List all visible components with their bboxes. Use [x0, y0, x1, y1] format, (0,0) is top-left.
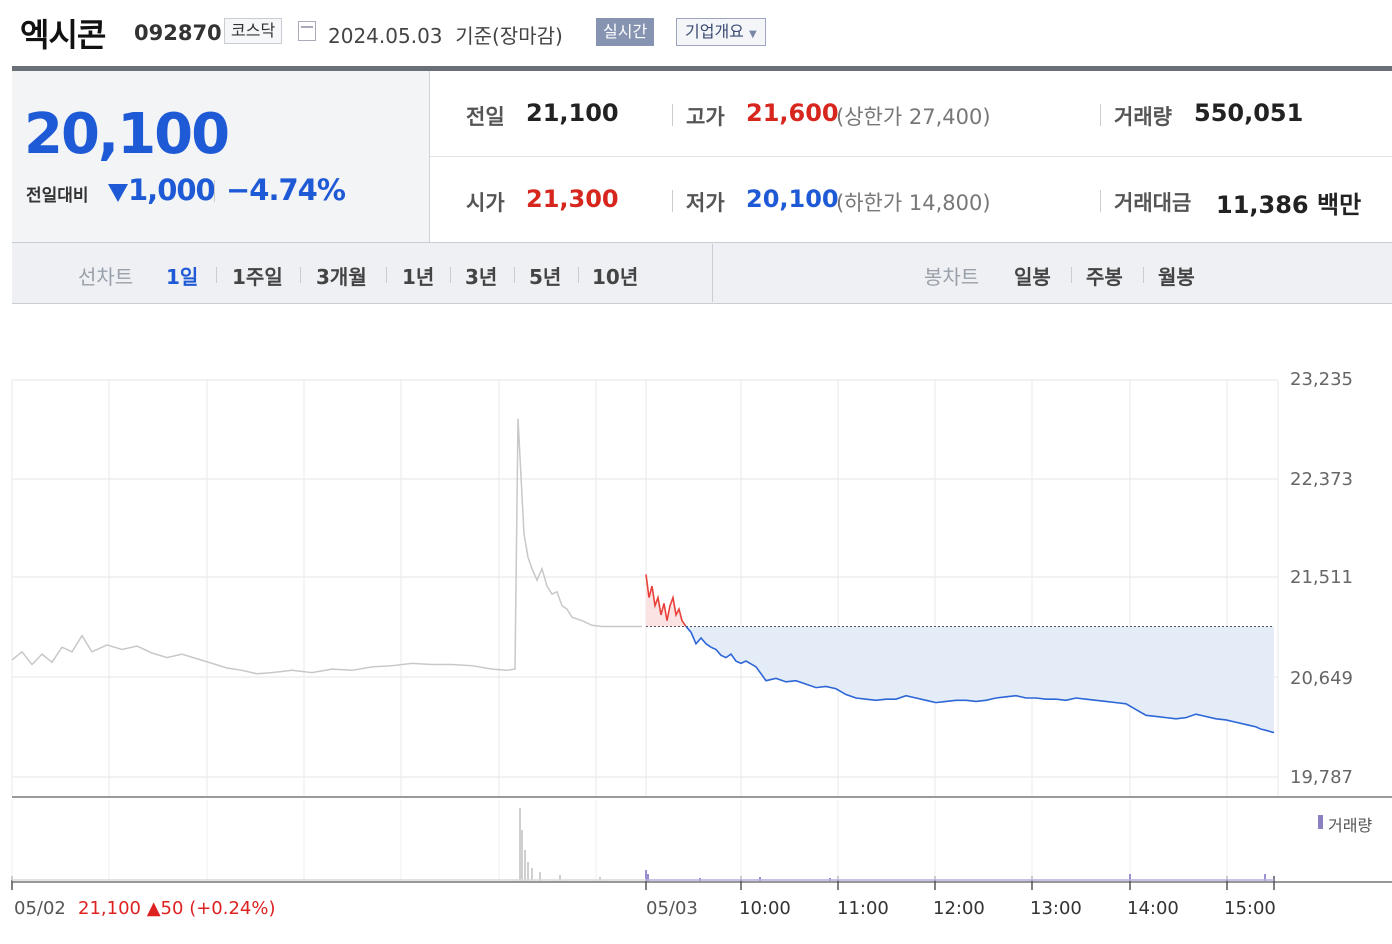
divider [216, 267, 217, 283]
upper-limit-label: (상한가 [836, 105, 903, 129]
amount-value: 11,386 백만 [1216, 185, 1361, 220]
period-1w[interactable]: 1주일 [232, 265, 283, 289]
candle-weekly[interactable]: 주봉 [1086, 265, 1123, 289]
lower-limit: (하한가 14,800) [836, 187, 991, 217]
amount-number: 11,386 [1216, 191, 1309, 219]
stats-divider [430, 156, 1392, 157]
x-tick: 11:00 [837, 898, 889, 919]
prev-day-summary: 21,100 ▲50 (+0.24%) [78, 898, 276, 919]
amount-unit: 백만 [1316, 191, 1362, 219]
prev-value: 21,100 [526, 99, 619, 127]
divider [386, 267, 387, 283]
date-value: 2024.05.03 [328, 24, 443, 48]
change-amount: 1,000 [128, 173, 216, 207]
prev-day-close: 21,100 [78, 898, 141, 919]
divider [514, 267, 515, 283]
open-value: 21,300 [526, 185, 619, 213]
divider [1143, 267, 1144, 283]
period-5y[interactable]: 5년 [529, 265, 562, 289]
series-prev-day [11, 418, 642, 675]
volume-legend: 거래량 [1328, 816, 1373, 835]
prev-label: 전일 [466, 105, 505, 129]
market-badge: 코스닥 [224, 18, 283, 44]
candle-chart-label: 봉차트 [924, 265, 980, 289]
stock-name: 엑시콘 [20, 16, 106, 54]
volume-value: 550,051 [1194, 99, 1304, 127]
calendar-icon [298, 21, 316, 41]
divider [672, 104, 673, 126]
basis-text: 기준(장마감) [455, 24, 563, 48]
chart-area [646, 574, 1274, 733]
area-above-reference [646, 574, 1274, 627]
realtime-button[interactable]: 실시간 [596, 18, 655, 46]
x-tick: 13:00 [1030, 898, 1082, 919]
volume-bars [12, 808, 1274, 881]
area-below-reference [646, 626, 1274, 733]
x-tick: 10:00 [739, 898, 791, 919]
x-tick: 12:00 [933, 898, 985, 919]
price-panel [12, 71, 430, 242]
current-price: 20,100 [24, 102, 230, 167]
stock-code: 092870 [134, 21, 222, 45]
divider [1071, 267, 1072, 283]
period-3y[interactable]: 3년 [465, 265, 498, 289]
series-today-up [645, 574, 687, 627]
down-arrow-icon [108, 184, 128, 202]
change-value: 1,000 [108, 173, 216, 207]
amount-label: 거래대금 [1114, 191, 1192, 215]
x-tick: 05/03 [646, 898, 698, 919]
open-label: 시가 [466, 191, 505, 215]
y-tick: 20,649 [1290, 668, 1353, 689]
header-divider [12, 66, 1392, 71]
chart-grid [11, 379, 1392, 890]
period-3m[interactable]: 3개월 [316, 265, 367, 289]
y-tick: 22,373 [1290, 469, 1353, 490]
x-tick: 14:00 [1127, 898, 1179, 919]
divider [300, 267, 301, 283]
x-tick: 15:00 [1224, 898, 1276, 919]
compare-label: 전일대비 [26, 186, 89, 206]
period-divider [712, 244, 713, 302]
divider [672, 190, 673, 212]
low-label: 저가 [686, 191, 725, 215]
prev-day-change-pct: (+0.24%) [189, 898, 276, 919]
lower-limit-label: (하한가 [836, 191, 903, 215]
series-today-down [685, 625, 1275, 734]
change-percent: −4.74% [226, 173, 346, 207]
chevron-down-icon: ▼ [748, 29, 757, 40]
divider [1100, 104, 1101, 126]
divider [578, 267, 579, 283]
corp-info-dropdown[interactable]: 기업개요 ▼ [676, 18, 766, 46]
period-10y[interactable]: 10년 [592, 265, 639, 289]
y-tick: 21,511 [1290, 567, 1353, 588]
y-tick: 19,787 [1290, 767, 1353, 788]
divider [214, 180, 215, 202]
period-1y[interactable]: 1년 [402, 265, 435, 289]
period-bar [12, 242, 1392, 304]
high-label: 고가 [686, 105, 725, 129]
lower-limit-value: 14,800) [908, 191, 991, 215]
upper-limit: (상한가 27,400) [836, 101, 991, 131]
low-value: 20,100 [746, 185, 839, 213]
quote-date: 2024.05.03 기준(장마감) [328, 20, 563, 49]
prev-day-change: ▲50 [146, 898, 184, 919]
line-chart-label: 선차트 [78, 265, 134, 289]
y-tick: 23,235 [1290, 369, 1353, 390]
divider [1100, 190, 1101, 212]
volume-label: 거래량 [1114, 105, 1172, 129]
x-tick: 05/02 [14, 898, 66, 919]
candle-monthly[interactable]: 월봉 [1158, 265, 1195, 289]
period-1d[interactable]: 1일 [166, 265, 199, 289]
candle-daily[interactable]: 일봉 [1014, 265, 1051, 289]
divider [450, 267, 451, 283]
volume-legend-swatch [1318, 815, 1323, 829]
chart-lines [11, 418, 1275, 734]
corp-info-label: 기업개요 [685, 22, 744, 41]
upper-limit-value: 27,400) [908, 105, 991, 129]
high-value: 21,600 [746, 99, 839, 127]
